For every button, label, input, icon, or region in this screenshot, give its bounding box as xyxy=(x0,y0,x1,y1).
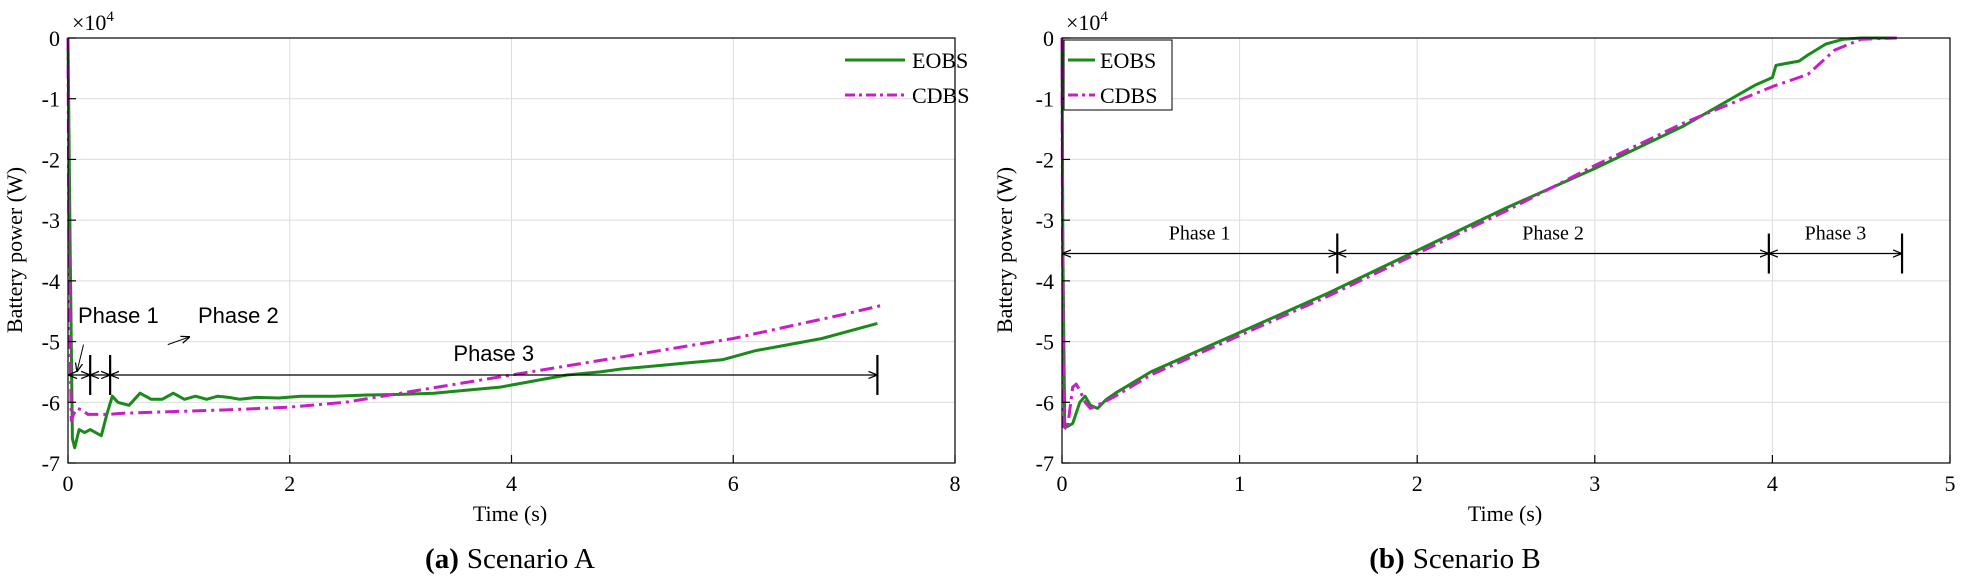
y-tick-label: -1 xyxy=(1036,87,1054,112)
caption-label-a: (a) xyxy=(425,543,459,575)
exponent-power-b: 4 xyxy=(1100,9,1108,25)
legend-a: EOBS CDBS xyxy=(845,48,969,108)
plot-frame-b xyxy=(1061,37,1951,464)
caption-label-b: (b) xyxy=(1369,543,1404,575)
series-line-eobs xyxy=(1060,36,1897,429)
caption-text-b: Scenario B xyxy=(1413,543,1541,575)
phase-pointer-arrow xyxy=(167,337,190,346)
legend-b: EOBS CDBS xyxy=(1063,39,1173,111)
phase-annotations-a: Phase 1 Phase 2 Phase 3 xyxy=(68,303,879,395)
legend-label-cdbs: CDBS xyxy=(912,83,969,108)
y-axis-label-b: Battery power (W) xyxy=(992,167,1017,333)
x-tick-label: 5 xyxy=(1945,471,1956,496)
caption-a: (a) Scenario A xyxy=(425,543,595,575)
x-axis-label-a: Time (s) xyxy=(473,501,547,526)
phase-pointer-arrow xyxy=(77,344,85,372)
panel-a: Phase 1 Phase 2 Phase 3 0 2 4 6 8 0 -1 -2 -3 -4 -5 -6… xyxy=(2,9,969,575)
y-tick-label: -4 xyxy=(42,269,60,294)
legend-label-eobs: EOBS xyxy=(1100,48,1156,73)
exponent-base-a: ×10 xyxy=(72,10,106,35)
x-tick-label: 2 xyxy=(284,471,295,496)
phase-label: Phase 1 xyxy=(1169,223,1231,245)
y-tick-label: -2 xyxy=(1036,147,1054,172)
y-tick-label: -3 xyxy=(1036,208,1054,233)
caption-text-a: Scenario A xyxy=(467,543,595,575)
phase-label: Phase 3 xyxy=(453,341,534,366)
series-line-cdbs xyxy=(1060,36,1897,432)
phase-label: Phase 2 xyxy=(198,303,279,328)
y-tick-label: -7 xyxy=(1036,451,1054,476)
panel-b: Phase 1 Phase 2 Phase 3 0 1 2 3 4 5 0 -1 -2 -3 -4 -5 -… xyxy=(992,9,1956,575)
x-tick-label: 8 xyxy=(950,471,961,496)
grid-b xyxy=(1062,38,1950,463)
x-axis-label-b: Time (s) xyxy=(1468,501,1542,526)
ticks-a: 0 2 4 6 8 0 -1 -2 -3 -4 -5 -6 -7 xyxy=(42,26,961,496)
y-tick-label: 0 xyxy=(1043,26,1054,51)
phase-label: Phase 2 xyxy=(1522,223,1584,245)
y-tick-label: -5 xyxy=(42,330,60,355)
y-tick-label: -1 xyxy=(42,87,60,112)
y-axis-label-a: Battery power (W) xyxy=(2,167,27,333)
series-layer-a xyxy=(66,37,884,450)
x-tick-label: 0 xyxy=(63,471,74,496)
y-tick-label: -4 xyxy=(1036,269,1054,294)
series-line-cdbs xyxy=(66,37,884,422)
legend-label-cdbs: CDBS xyxy=(1100,83,1157,108)
y-tick-label: -7 xyxy=(42,451,60,476)
phase-annotations-b: Phase 1 Phase 2 Phase 3 xyxy=(1062,223,1904,274)
series-layer-b xyxy=(1060,36,1897,432)
x-tick-label: 4 xyxy=(506,471,517,496)
ticks-b: 0 1 2 3 4 5 0 -1 -2 -3 -4 -5 -6 -7 xyxy=(1036,26,1956,496)
y-tick-label: -6 xyxy=(42,390,60,415)
exponent-label-a: ×104 xyxy=(72,9,114,35)
x-tick-label: 4 xyxy=(1767,471,1778,496)
grid-a xyxy=(68,38,955,463)
y-tick-label: -3 xyxy=(42,208,60,233)
series-line-eobs xyxy=(66,37,878,450)
x-tick-label: 1 xyxy=(1234,471,1245,496)
phase-label: Phase 3 xyxy=(1805,223,1867,245)
y-tick-label: -2 xyxy=(42,147,60,172)
phase-label: Phase 1 xyxy=(78,303,159,328)
exponent-label-b: ×104 xyxy=(1066,9,1108,35)
x-tick-label: 6 xyxy=(728,471,739,496)
x-tick-label: 2 xyxy=(1412,471,1423,496)
exponent-power-a: 4 xyxy=(106,9,114,25)
x-tick-label: 3 xyxy=(1589,471,1600,496)
y-tick-label: 0 xyxy=(49,26,60,51)
x-tick-label: 0 xyxy=(1057,471,1068,496)
exponent-base-b: ×10 xyxy=(1066,10,1100,35)
caption-b: (b) Scenario B xyxy=(1369,543,1541,575)
y-tick-label: -5 xyxy=(1036,330,1054,355)
y-tick-label: -6 xyxy=(1036,390,1054,415)
legend-box xyxy=(1063,39,1173,111)
legend-label-eobs: EOBS xyxy=(912,48,968,73)
